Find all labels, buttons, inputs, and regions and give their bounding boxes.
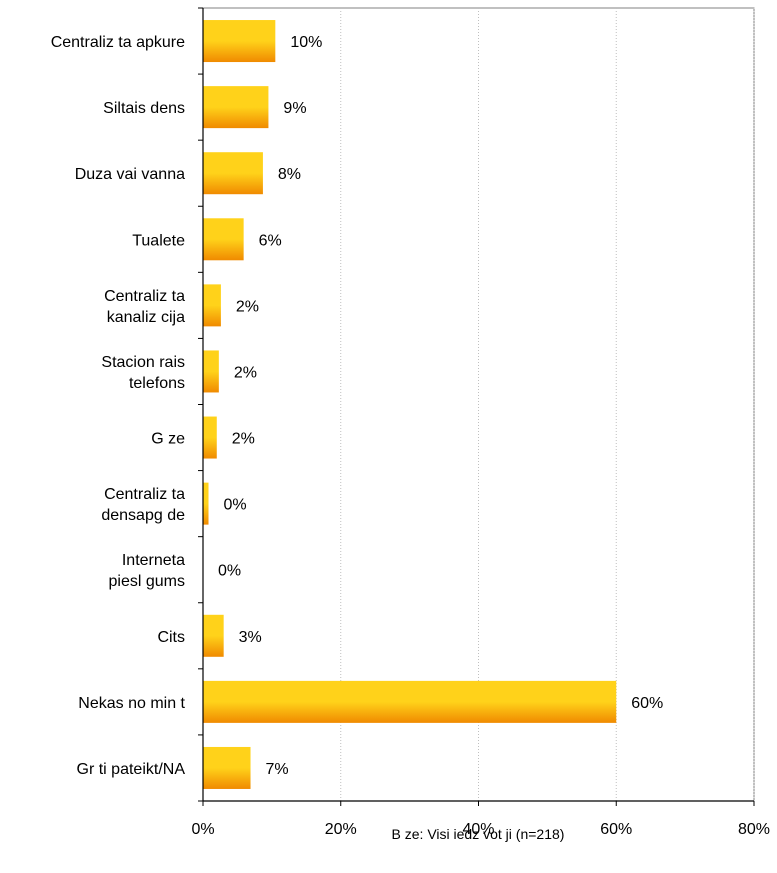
category-label-8: Interneta piesl gums [109,552,186,590]
value-label-3: 6% [259,232,282,249]
category-label-3: Tualete [132,232,185,249]
x-tick-label-2: 40% [462,821,494,838]
category-label-9: Cits [157,629,185,646]
x-tick-label-0: 0% [191,821,214,838]
x-tick-label-1: 20% [325,821,357,838]
category-label-5-line-0: Stacion rais [101,354,185,371]
bar-9 [203,614,224,657]
bar-11 [203,746,251,789]
value-label-9: 3% [239,629,262,646]
value-label-1: 9% [283,100,306,117]
category-label-4-line-0: Centraliz ta [104,288,185,305]
bar-2 [203,152,263,195]
category-label-11-line-0: Gr ti pateikt/NA [77,761,186,778]
category-label-4: Centraliz ta kanaliz cija [104,288,185,326]
bar-3 [203,218,244,261]
bar-5 [203,350,219,393]
category-label-7: Centraliz ta densapg de [101,486,185,524]
category-label-2: Duza vai vanna [75,166,185,183]
value-label-5: 2% [234,364,257,381]
value-label-10: 60% [631,695,663,712]
labels: 10% 9% 8% 6% 2% 2% 2% 0% 0% 3% 60% 7% 0% 20% 40% 60% 80%… [51,34,770,838]
category-label-6-line-0: G ze [151,431,185,448]
category-label-0-line-0: Centraliz ta apkure [51,34,185,51]
category-label-8-line-0: Interneta [122,552,185,569]
category-label-9-line-0: Cits [157,629,185,646]
x-tick-label-3: 60% [600,821,632,838]
value-label-2: 8% [278,166,301,183]
bar-1 [203,86,269,129]
category-label-1: Siltais dens [103,100,185,117]
bar-4 [203,284,221,327]
value-label-8: 0% [218,563,241,580]
category-label-7-line-1: densapg de [101,507,185,524]
bar-6 [203,416,217,459]
category-label-8-line-1: piesl gums [109,573,185,590]
base-footnote: B ze: Visi iedz vot ji (n=218) [392,826,565,842]
category-label-0: Centraliz ta apkure [51,34,185,51]
category-label-4-line-1: kanaliz cija [107,309,185,326]
category-label-2-line-0: Duza vai vanna [75,166,185,183]
bar-7 [203,482,209,525]
value-label-11: 7% [266,761,289,778]
category-label-11: Gr ti pateikt/NA [77,761,186,778]
value-label-0: 10% [290,34,322,51]
bar-0 [203,20,276,63]
bars [203,20,617,789]
value-label-4: 2% [236,298,259,315]
category-label-1-line-0: Siltais dens [103,100,185,117]
axes [198,7,755,806]
category-label-7-line-0: Centraliz ta [104,486,185,503]
category-label-5-line-1: telefons [129,375,185,392]
bar-10 [203,680,617,723]
x-tick-label-4: 80% [738,821,770,838]
value-label-6: 2% [232,431,255,448]
category-label-3-line-0: Tualete [132,232,185,249]
category-label-10-line-0: Nekas no min t [78,695,185,712]
category-label-5: Stacion rais telefons [101,354,185,392]
value-label-7: 0% [224,497,247,514]
category-label-6: G ze [151,431,185,448]
category-label-10: Nekas no min t [78,695,185,712]
